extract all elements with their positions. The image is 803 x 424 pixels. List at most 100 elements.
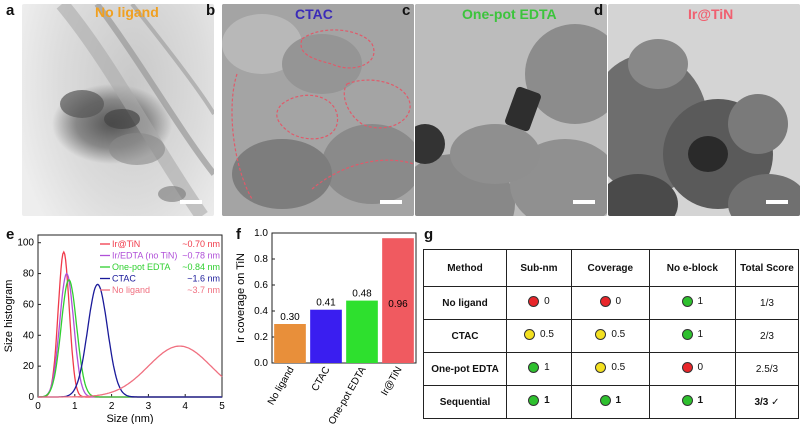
status-dot-icon <box>681 362 693 373</box>
panel-letter-a: a <box>6 2 15 19</box>
y-tick-label: 0.2 <box>254 332 268 343</box>
coverage-bar-chart: 0.0 0.2 0.4 0.6 0.8 1.0 Ir coverage on TiN 0.30… <box>235 228 417 424</box>
y-tick-label: 40 <box>23 330 35 341</box>
bar-3 <box>382 238 414 363</box>
x-tick-label: 0 <box>35 401 41 412</box>
score-cell-cov: 0.5 <box>570 352 650 386</box>
scale-bar <box>573 200 595 204</box>
y-tick-label: 20 <box>23 361 35 372</box>
bar-0 <box>274 324 306 363</box>
y-tick-label: 100 <box>17 238 34 249</box>
series-line-4 <box>38 345 223 398</box>
score-cell-sub: 0.5 <box>506 319 572 353</box>
legend-size-label: ~0.78 nm <box>182 251 220 261</box>
header-sub-nm: Sub-nm <box>506 249 572 287</box>
score-value: 0 <box>615 296 622 307</box>
status-dot-icon <box>681 395 693 406</box>
bar-value-label: 0.30 <box>280 312 300 323</box>
bar-value-label: 0.48 <box>352 289 372 300</box>
tem-texture-b <box>222 4 414 216</box>
bar-value-label: 0.41 <box>316 298 336 309</box>
tem-texture-a <box>56 4 214 216</box>
total-score: 2/3 <box>735 319 799 353</box>
plot-frame <box>271 232 417 364</box>
y-tick-label: 0.6 <box>254 280 268 291</box>
tem-image-ir-tin <box>608 4 800 216</box>
tem-texture-d <box>608 4 800 216</box>
score-cell-eblock: 1 <box>648 319 737 353</box>
x-tick-label: 1 <box>72 401 78 412</box>
total-score: 3/3 ✓ <box>735 385 799 419</box>
category-label: No ligand <box>266 365 297 407</box>
score-cell-sub: 1 <box>506 352 572 386</box>
row-method: One-pot EDTA <box>423 352 507 386</box>
scale-bar <box>380 200 402 204</box>
bar-1 <box>310 309 342 363</box>
x-tick-label: 2 <box>109 401 115 412</box>
category-label: One-pot EDTA <box>327 365 369 424</box>
score-cell-sub: 0 <box>506 286 572 320</box>
header-total-score: Total Score <box>735 249 799 287</box>
status-dot-icon <box>595 362 607 373</box>
y-tick-label: 60 <box>23 299 35 310</box>
score-value: 0.5 <box>611 362 626 373</box>
panel-d-title: Ir@TiN <box>688 6 734 22</box>
tem-image-ctac <box>222 4 414 216</box>
table-header-row: Method Sub-nm Coverage No e-block Total … <box>423 249 799 287</box>
panel-letter-c: c <box>402 2 411 19</box>
y-tick-label: 0.4 <box>254 306 268 317</box>
y-tick-label: 80 <box>23 269 35 280</box>
series-line-3 <box>38 283 222 398</box>
method-score-table: Method Sub-nm Coverage No e-block Total … <box>423 249 799 419</box>
score-cell-eblock: 1 <box>648 385 737 419</box>
score-value: 0.5 <box>540 329 554 340</box>
score-cell-cov: 0.5 <box>570 319 650 353</box>
legend-size-label: ~1.6 nm <box>187 274 220 284</box>
header-method: Method <box>423 249 507 287</box>
score-value: 1 <box>615 395 622 406</box>
table-row: CTAC 0.5 0.5 1 2/3 <box>423 319 799 353</box>
x-tick-label: 4 <box>182 401 188 412</box>
total-score: 1/3 <box>735 286 799 320</box>
panel-a-title: No ligand <box>95 4 159 20</box>
row-method: Sequential <box>423 385 507 419</box>
score-value: 1 <box>697 329 704 340</box>
score-cell-eblock: 0 <box>648 352 737 386</box>
legend-label: CTAC <box>112 274 136 284</box>
row-method: CTAC <box>423 319 507 353</box>
score-cell-cov: 0 <box>570 286 650 320</box>
legend-label: No ligand <box>112 285 150 295</box>
total-score: 2.5/3 <box>735 352 799 386</box>
score-cell-cov: 1 <box>570 385 650 419</box>
panel-letter-g: g <box>424 226 434 243</box>
tem-image-one-pot-edta <box>415 4 607 216</box>
status-dot-icon <box>599 395 611 406</box>
x-tick-label: 5 <box>219 401 225 412</box>
panel-letter-b: b <box>206 2 216 19</box>
header-no-e-block: No e-block <box>648 249 737 287</box>
legend-label: Ir@TiN <box>112 239 140 249</box>
score-cell-eblock: 1 <box>648 286 737 320</box>
panel-letter-f: f <box>236 226 241 243</box>
score-value: 1 <box>544 362 550 373</box>
score-value: 1 <box>544 395 550 406</box>
category-label: Ir@TiN <box>379 365 404 398</box>
y-tick-label: 0.8 <box>254 254 268 265</box>
legend-size-label: ~0.70 nm <box>182 239 220 249</box>
tem-image-no-ligand <box>22 4 214 216</box>
legend-size-label: ~3.7 nm <box>187 285 220 295</box>
y-tick-label: 0.0 <box>254 358 268 369</box>
status-dot-icon <box>595 329 607 340</box>
score-value: 1 <box>697 296 704 307</box>
size-histogram-chart: 0 1 2 3 4 5 0 20 40 60 80 100 Size (nm) Size histogra… <box>3 234 225 424</box>
series-line-2 <box>37 279 222 398</box>
score-value: 0.5 <box>611 329 626 340</box>
score-value: 0 <box>544 296 550 307</box>
status-dot-icon <box>528 296 540 307</box>
panel-b-title: CTAC <box>295 6 333 22</box>
table-row: Sequential 1 1 1 3/3 ✓ <box>423 385 799 419</box>
y-tick-label: 1.0 <box>254 228 268 239</box>
row-method: No ligand <box>423 286 507 320</box>
status-dot-icon <box>681 296 693 307</box>
status-dot-icon <box>681 329 693 340</box>
